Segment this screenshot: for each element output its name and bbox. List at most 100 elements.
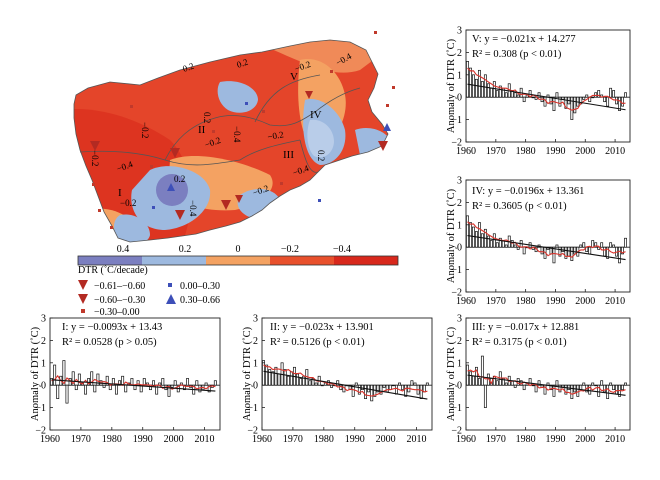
anomaly-bar [265, 364, 269, 386]
y-axis-label: Anomaly of DTR (˚C) [242, 326, 253, 421]
anomaly-bar [540, 246, 544, 255]
anomaly-bar [504, 382, 508, 386]
r-squared-label: R² = 0.3175 (p < 0.01) [472, 337, 567, 348]
panel-region-iv: −2 −1 0 1 2 3 1960 1970 1980 1990 2000 2010 Anomaly … [446, 176, 631, 307]
anomaly-bar [486, 83, 490, 98]
station-marker-down-triangle [170, 148, 180, 158]
y-tick-label: −2 [35, 426, 46, 437]
x-tick-label: 1990 [545, 434, 565, 445]
anomaly-bar [597, 90, 601, 98]
anomaly-bar [391, 384, 395, 387]
anomaly-bar [268, 369, 272, 386]
y-tick-label: 2 [253, 336, 258, 347]
r-squared-label: R² = 0.5126 (p < 0.01) [270, 337, 365, 348]
anomaly-bar [513, 384, 517, 388]
anomaly-bar [591, 240, 595, 248]
x-tick-label: 2000 [575, 296, 595, 307]
anomaly-bar [495, 90, 499, 98]
anomaly-bar [96, 373, 100, 386]
anomaly-bar [552, 384, 556, 397]
anomaly-bar [71, 371, 75, 386]
anomaly-bar [382, 384, 386, 388]
x-tick-label: 1990 [545, 296, 565, 307]
anomaly-bar [271, 371, 275, 386]
legend-unit-label: DTR (˚C/decade) [78, 265, 148, 276]
regression-equation: IV: y = −0.0196x + 13.361 [472, 186, 584, 197]
y-tick-label: 1 [457, 70, 462, 81]
regression-equation: I: y = −0.0093x + 13.43 [62, 322, 162, 333]
station-marker-square [130, 105, 133, 108]
x-tick-label: 2000 [376, 434, 396, 445]
contour-label: 0.2 [235, 57, 249, 70]
legend-square-red-icon [81, 309, 85, 313]
anomaly-bar [469, 222, 472, 248]
anomaly-bar [274, 366, 278, 386]
x-tick-label: 1980 [516, 146, 536, 157]
anomaly-bar [207, 384, 211, 393]
region-label-i: I [118, 187, 122, 199]
colorbar [77, 255, 399, 266]
dtr-trend-map: 0.2 0.2 0.2 −0.2 −0.4 −0.2 −0.2 −0.4 −0.… [73, 31, 399, 318]
legend-label: 0.30–0.66 [180, 295, 220, 306]
anomaly-bar [469, 67, 472, 98]
anomaly-bar [558, 96, 562, 107]
anomaly-bar [504, 92, 508, 98]
anomaly-bar [376, 384, 380, 393]
y-tick-label: 2 [41, 336, 46, 347]
anomaly-bar [469, 371, 472, 386]
colorbar-ticks: 0.4 0.2 0 −0.2 −0.4 [117, 244, 351, 255]
anomaly-bar [564, 384, 568, 395]
station-marker-square [374, 31, 377, 34]
station-marker-square [92, 183, 95, 186]
anomaly-bar [186, 378, 190, 386]
anomaly-bar [354, 382, 358, 386]
colorbar-segment [78, 256, 142, 265]
anomaly-bar [466, 61, 469, 98]
y-tick-label: 1 [41, 358, 46, 369]
anomaly-bar [558, 384, 562, 393]
anomaly-bar [53, 364, 57, 386]
smoothed-line [467, 221, 626, 258]
panel-region-iii: −2 −1 0 1 2 3 1960 1970 1980 1990 2000 2010 Anomaly … [446, 314, 631, 445]
y-tick-label: 2 [457, 336, 462, 347]
station-marker-square [262, 110, 265, 113]
x-tick-label: 2010 [605, 296, 625, 307]
colorbar-frame [77, 255, 399, 266]
x-tick-label: 1970 [283, 434, 303, 445]
anomaly-bar [609, 382, 613, 386]
anomaly-bar [475, 231, 478, 248]
station-marker-square [110, 226, 113, 229]
station-marker-square [212, 130, 215, 133]
x-tick-label: 2010 [407, 434, 427, 445]
anomaly-bar [111, 378, 115, 386]
r-squared-label: R² = 0.308 (p < 0.01) [472, 49, 562, 60]
anomaly-bar [564, 246, 568, 259]
anomaly-bar [114, 384, 118, 395]
anomaly-bar [552, 96, 556, 111]
colorbar-segment [334, 256, 398, 265]
anomaly-bar [419, 384, 423, 399]
region-labels: I II III IV V [118, 71, 322, 199]
y-tick-label: 3 [457, 176, 462, 187]
map-fill [74, 40, 388, 242]
anomaly-bar [62, 360, 66, 386]
anomaly-bar [522, 384, 526, 391]
station-marker-down-triangle [235, 195, 243, 203]
regression-equation: III: y = −0.017x + 12.881 [472, 322, 579, 333]
x-tick-label: 1960 [456, 434, 476, 445]
station-legend: DTR (˚C/decade) −0.61–−0.60 −0.60–−0.30 … [78, 265, 220, 318]
y-axis-label: Anomaly of DTR (˚C) [446, 38, 457, 133]
x-tick-label: 1960 [456, 146, 476, 157]
panel-region-ii: −2 −1 0 1 2 3 1960 1970 1980 1990 2000 2010 Anomaly … [242, 314, 433, 445]
anomaly-bar [77, 373, 81, 386]
anomaly-bar [480, 81, 484, 98]
y-tick-label: −2 [451, 138, 462, 149]
anomaly-bar [339, 384, 343, 391]
anomaly-bar [516, 94, 520, 98]
anomaly-bar [311, 378, 315, 386]
anomaly-bar [621, 246, 624, 255]
colorbar-tick: −0.2 [281, 244, 299, 255]
anomaly-bar [612, 90, 616, 98]
x-tick-label: 2000 [575, 146, 595, 157]
